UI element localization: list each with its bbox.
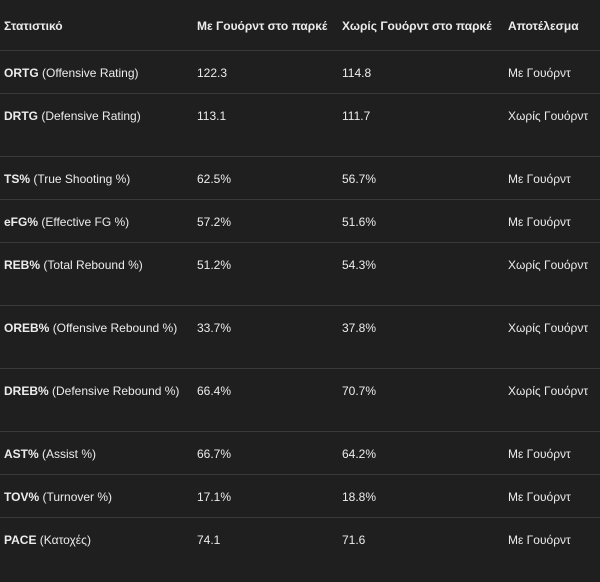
stat-abbr: REB% (4, 257, 41, 272)
stat-abbr: eFG% (4, 214, 39, 229)
table-row: TOV% (Turnover %) 17.1% 18.8% Με Γουόρντ (0, 474, 600, 518)
table-row: OREB% (Offensive Rebound %) 33.7% 37.8% … (0, 305, 600, 369)
with-ward-value: 66.4% (193, 368, 338, 432)
result-value: Χωρίς Γουόρντ (506, 93, 600, 157)
without-ward-value: 18.8% (338, 474, 506, 518)
result-value: Με Γουόρντ (506, 156, 600, 200)
result-value: Με Γουόρντ (508, 532, 571, 547)
stat-full-name: (Defensive Rebound %) (52, 383, 180, 398)
stat-cell: REB% (Total Rebound %) (0, 242, 193, 306)
stat-full-name: (Effective FG %) (41, 214, 130, 229)
stat-cell: ORTG (Offensive Rating) (0, 50, 193, 94)
stat-full-name: (Offensive Rating) (42, 65, 139, 80)
stat-full-name: (Total Rebound %) (43, 257, 143, 272)
with-ward-value: 17.1% (193, 474, 338, 518)
without-ward-value: 71.6 (342, 532, 366, 547)
result-value: Με Γουόρντ (506, 199, 600, 243)
without-ward-value: 70.7% (338, 368, 506, 432)
header-stat: Στατιστικό (0, 0, 193, 51)
without-ward-value: 114.8 (338, 50, 506, 94)
without-ward-value: 56.7% (338, 156, 506, 200)
stat-cell: OREB% (Offensive Rebound %) (0, 305, 193, 369)
with-ward-value: 66.7% (193, 431, 338, 475)
table-row: DREB% (Defensive Rebound %) 66.4% 70.7% … (0, 368, 600, 432)
stat-cell: eFG% (Effective FG %) (0, 199, 193, 243)
with-ward-value: 62.5% (193, 156, 338, 200)
stat-cell: PACE (Κατοχές) (0, 517, 193, 560)
result-value: Με Γουόρντ (506, 474, 600, 518)
without-ward-value: 111.7 (338, 93, 506, 157)
table-row: REB% (Total Rebound %) 51.2% 54.3% Χωρίς… (0, 242, 600, 306)
result-value: Χωρίς Γουόρντ (506, 242, 600, 306)
table-header: Στατιστικό Με Γουόρντ στο παρκέ Χωρίς Γο… (0, 0, 600, 51)
header-result: Αποτέλεσμα (506, 0, 600, 51)
stat-full-name: (Offensive Rebound %) (52, 320, 178, 335)
without-ward-value: 64.2% (338, 431, 506, 475)
stat-abbr: ORTG (4, 65, 39, 80)
with-ward-value: 122.3 (193, 50, 338, 94)
result-value: Χωρίς Γουόρντ (506, 305, 600, 369)
without-ward-value: 37.8% (338, 305, 506, 369)
stat-full-name: (Turnover %) (42, 489, 113, 504)
without-ward-value: 51.6% (338, 199, 506, 243)
stat-full-name: (Κατοχές) (39, 532, 91, 547)
stat-full-name: (True Shooting %) (33, 171, 131, 186)
result-value: Χωρίς Γουόρντ (506, 368, 600, 432)
table-row: TS% (True Shooting %) 62.5% 56.7% Με Γου… (0, 156, 600, 200)
stat-abbr: TS% (4, 171, 31, 186)
stats-comparison-table: Στατιστικό Με Γουόρντ στο παρκέ Χωρίς Γο… (0, 0, 600, 560)
table-body: ORTG (Offensive Rating) 122.3 114.8 Με Γ… (0, 50, 600, 560)
stat-cell: AST% (Assist %) (0, 431, 193, 475)
stat-abbr: PACE (4, 532, 37, 547)
stat-abbr: DREB% (4, 383, 49, 398)
result-value: Με Γουόρντ (506, 50, 600, 94)
table-row: ORTG (Offensive Rating) 122.3 114.8 Με Γ… (0, 50, 600, 94)
with-ward-value: 113.1 (193, 93, 338, 157)
with-ward-value: 57.2% (193, 199, 338, 243)
result-value: Με Γουόρντ (506, 431, 600, 475)
stat-full-name: (Assist %) (42, 446, 97, 461)
stat-abbr: DRTG (4, 108, 38, 123)
stat-cell: TOV% (Turnover %) (0, 474, 193, 518)
table-row: PACE (Κατοχές) 74.1 71.6 Με Γουόρντ (0, 517, 600, 560)
stat-abbr: AST% (4, 446, 39, 461)
without-ward-value: 54.3% (338, 242, 506, 306)
table-row: eFG% (Effective FG %) 57.2% 51.6% Με Γου… (0, 199, 600, 243)
table-row: DRTG (Defensive Rating) 113.1 111.7 Χωρί… (0, 93, 600, 157)
stat-cell: DRTG (Defensive Rating) (0, 93, 193, 157)
stat-cell: TS% (True Shooting %) (0, 156, 193, 200)
with-ward-value: 74.1 (197, 532, 221, 547)
stat-abbr: OREB% (4, 320, 50, 335)
stat-cell: DREB% (Defensive Rebound %) (0, 368, 193, 432)
header-with-ward: Με Γουόρντ στο παρκέ (193, 0, 338, 51)
header-without-ward: Χωρίς Γουόρντ στο παρκέ (338, 0, 506, 51)
with-ward-value: 51.2% (193, 242, 338, 306)
stat-full-name: (Defensive Rating) (41, 108, 141, 123)
with-ward-value: 33.7% (193, 305, 338, 369)
table-row: AST% (Assist %) 66.7% 64.2% Με Γουόρντ (0, 431, 600, 475)
stat-abbr: TOV% (4, 489, 40, 504)
header-row: Στατιστικό Με Γουόρντ στο παρκέ Χωρίς Γο… (0, 0, 600, 51)
